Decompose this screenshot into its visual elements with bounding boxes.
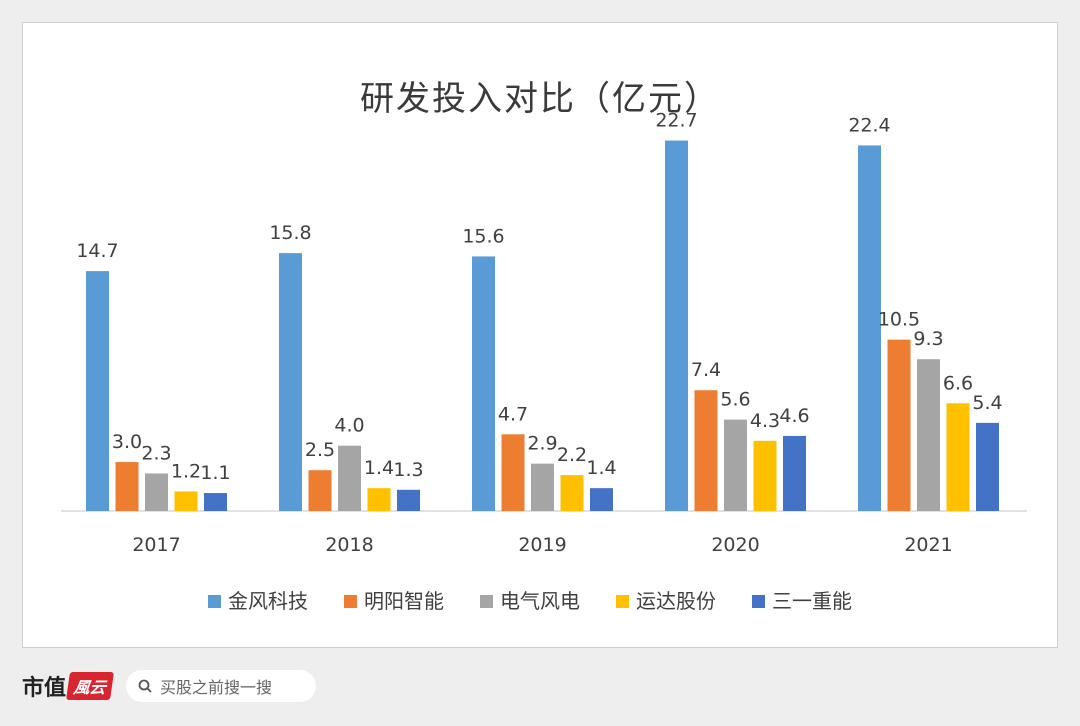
data-label-2018-4: 1.3 — [393, 459, 423, 481]
data-label-2020-4: 4.6 — [779, 405, 809, 427]
legend-label-0: 金风科技 — [228, 589, 308, 613]
bar-chart: 14.73.02.31.2 1.115.82.54.01.4 1.315.64.72… — [61, 110, 1027, 613]
search-placeholder: 买股之前搜一搜 — [160, 678, 273, 697]
x-tick-label-2017: 2017 — [132, 534, 180, 556]
bar-2021-1 — [887, 339, 911, 511]
bar-2018-3 — [367, 488, 391, 511]
bar-2019-0 — [472, 256, 495, 511]
data-label-2020-1: 7.4 — [691, 359, 721, 381]
data-label-2021-1: 10.5 — [878, 309, 920, 331]
bar-2018-4 — [397, 489, 420, 511]
legend-label-4: 三一重能 — [772, 589, 852, 613]
data-label-2017-4: 1.1 — [200, 462, 230, 484]
bar-2021-4 — [976, 422, 999, 511]
data-label-2019-3: 2.2 — [557, 444, 587, 466]
legend-swatch-1 — [344, 595, 357, 608]
data-label-2017-2: 2.3 — [141, 442, 171, 464]
data-label-2019-0: 15.6 — [462, 225, 504, 247]
legend-swatch-2 — [480, 595, 493, 608]
data-label-2021-0: 22.4 — [848, 114, 890, 136]
data-label-2019-2: 2.9 — [527, 433, 557, 455]
legend-swatch-0 — [208, 595, 221, 608]
legend-label-1: 明阳智能 — [364, 589, 444, 613]
bar-2017-4 — [204, 493, 227, 511]
bar-2019-1 — [501, 434, 525, 511]
bar-2020-2 — [724, 419, 747, 511]
legend-swatch-3 — [616, 595, 629, 608]
x-tick-label-2018: 2018 — [325, 534, 373, 556]
chart-title: 研发投入对比（亿元） — [360, 79, 720, 119]
bar-2020-4 — [783, 435, 806, 511]
data-label-2018-2: 4.0 — [334, 415, 364, 437]
legend-label-3: 运达股份 — [636, 589, 716, 613]
data-label-2021-2: 9.3 — [913, 328, 943, 350]
bar-2020-1 — [694, 390, 718, 511]
bar-2017-1 — [115, 462, 139, 511]
bar-2018-0 — [279, 253, 302, 512]
brand-logo: 風云 — [66, 672, 114, 700]
chart-card: 研发投入对比（亿元） 14.7 3.0 2.3 1.2 1.1 15.8 2.5 4.0 1.4… — [22, 22, 1058, 648]
data-label-2019-1: 4.7 — [498, 403, 528, 425]
bar-2017-0 — [86, 271, 109, 511]
search-box[interactable]: 买股之前搜一搜 — [126, 670, 317, 702]
bar-2019-3 — [560, 475, 584, 511]
bar-2019-2 — [531, 463, 554, 511]
data-label-2017-3: 1.2 — [171, 460, 201, 482]
bar-2019-4 — [590, 488, 613, 511]
data-label-2020-2: 5.6 — [720, 389, 750, 411]
data-label-2018-0: 15.8 — [269, 222, 311, 244]
data-label-2021-3: 6.6 — [943, 372, 973, 394]
data-label-2017-0: 14.7 — [76, 240, 118, 262]
data-label-2021-4: 5.4 — [972, 392, 1002, 414]
bar-2017-3 — [174, 491, 198, 511]
bar-2021-3 — [946, 403, 970, 511]
bar-2017-2 — [145, 473, 168, 511]
x-tick-label-2021: 2021 — [904, 534, 952, 556]
data-label-2018-1: 2.5 — [305, 439, 335, 461]
legend-label-2: 电气风电 — [500, 589, 580, 613]
bar-2018-2 — [338, 445, 361, 511]
x-tick-label-2020: 2020 — [711, 534, 759, 556]
x-tick-label-2019: 2019 — [518, 534, 566, 556]
bar-2020-3 — [753, 440, 777, 511]
footer-bar: 市值 風云 买股之前搜一搜 — [22, 670, 317, 702]
data-label-2019-4: 1.4 — [586, 457, 616, 479]
data-label-2018-3: 1.4 — [364, 457, 394, 479]
bar-2021-0 — [858, 145, 881, 511]
bar-2018-1 — [308, 470, 332, 511]
data-label-2020-0: 22.7 — [655, 110, 697, 132]
search-icon — [138, 679, 152, 693]
data-label-2017-1: 3.0 — [112, 431, 142, 453]
data-label-2020-3: 4.3 — [750, 410, 780, 432]
bar-2021-2 — [917, 359, 940, 511]
bar-2020-0 — [665, 140, 688, 511]
brand-name: 市值 — [22, 676, 67, 701]
legend-swatch-4 — [752, 595, 765, 608]
